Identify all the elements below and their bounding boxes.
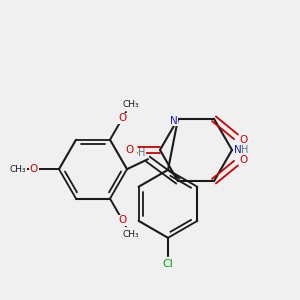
- Text: O: O: [126, 145, 134, 155]
- Text: N: N: [170, 116, 178, 126]
- Text: N: N: [234, 145, 242, 155]
- Text: O: O: [240, 135, 248, 145]
- Text: O: O: [118, 215, 127, 225]
- Text: H: H: [138, 148, 146, 158]
- Text: O: O: [30, 164, 38, 174]
- Text: CH₃: CH₃: [122, 230, 139, 238]
- Text: H: H: [241, 145, 249, 155]
- Text: CH₃: CH₃: [10, 165, 26, 174]
- Text: CH₃: CH₃: [122, 100, 139, 109]
- Text: O: O: [240, 155, 248, 165]
- Text: Cl: Cl: [163, 259, 173, 269]
- Text: O: O: [118, 113, 127, 123]
